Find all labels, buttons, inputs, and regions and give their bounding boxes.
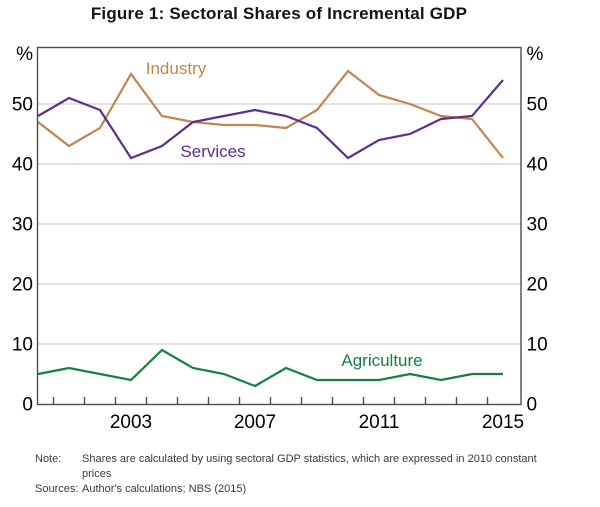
y-axis-label-right: 10 [527, 335, 548, 356]
series-label-services: Services [180, 142, 245, 161]
x-axis-label: 2011 [359, 412, 400, 433]
x-axis-label: 2007 [234, 412, 276, 433]
y-axis-label-left: 0 [22, 395, 33, 416]
series-label-industry: Industry [146, 59, 207, 78]
y-axis-label-left: 10 [12, 335, 33, 356]
series-line-agriculture [37, 348, 503, 388]
y-axis-label-left: 30 [12, 215, 33, 236]
note-row: Note: Shares are calculated by using sec… [35, 452, 570, 482]
y-axis-label-right: 30 [527, 215, 548, 236]
percent-sign-right: % [527, 44, 544, 65]
series-line-industry [37, 69, 504, 159]
y-axis-label-left: 50 [12, 95, 33, 116]
percent-sign-left: % [16, 44, 33, 65]
plot-frame [36, 46, 522, 406]
y-axis-label-right: 0 [527, 395, 538, 416]
figure-title: Figure 1: Sectoral Shares of Incremental… [90, 4, 468, 23]
series-label-agriculture: Agriculture [341, 351, 422, 370]
y-axis-label-right: 20 [527, 275, 548, 296]
series-line-services [37, 79, 504, 160]
x-axis-label: 2015 [482, 412, 524, 433]
sources-label: Sources: [35, 483, 79, 495]
sources-row: Sources: Author's calculations; NBS (201… [35, 482, 570, 497]
x-axis-label: 2003 [110, 412, 152, 433]
line-chart: 0 0 10 10 20 20 30 30 40 40 50 50% % 2003 2007 2011 2015… [12, 44, 548, 433]
sources-text: Author's calculations; NBS (2015) [82, 483, 247, 495]
y-axis-label-left: 20 [12, 275, 33, 296]
y-axis-label-right: 50 [527, 95, 548, 116]
y-axis-label-right: 40 [527, 155, 548, 176]
note-label: Note: [35, 453, 62, 465]
note-text: Shares are calculated by using sectoral … [82, 453, 537, 480]
y-axis-label-left: 40 [12, 155, 33, 176]
footnote-block: Note: Shares are calculated by using sec… [35, 452, 570, 497]
